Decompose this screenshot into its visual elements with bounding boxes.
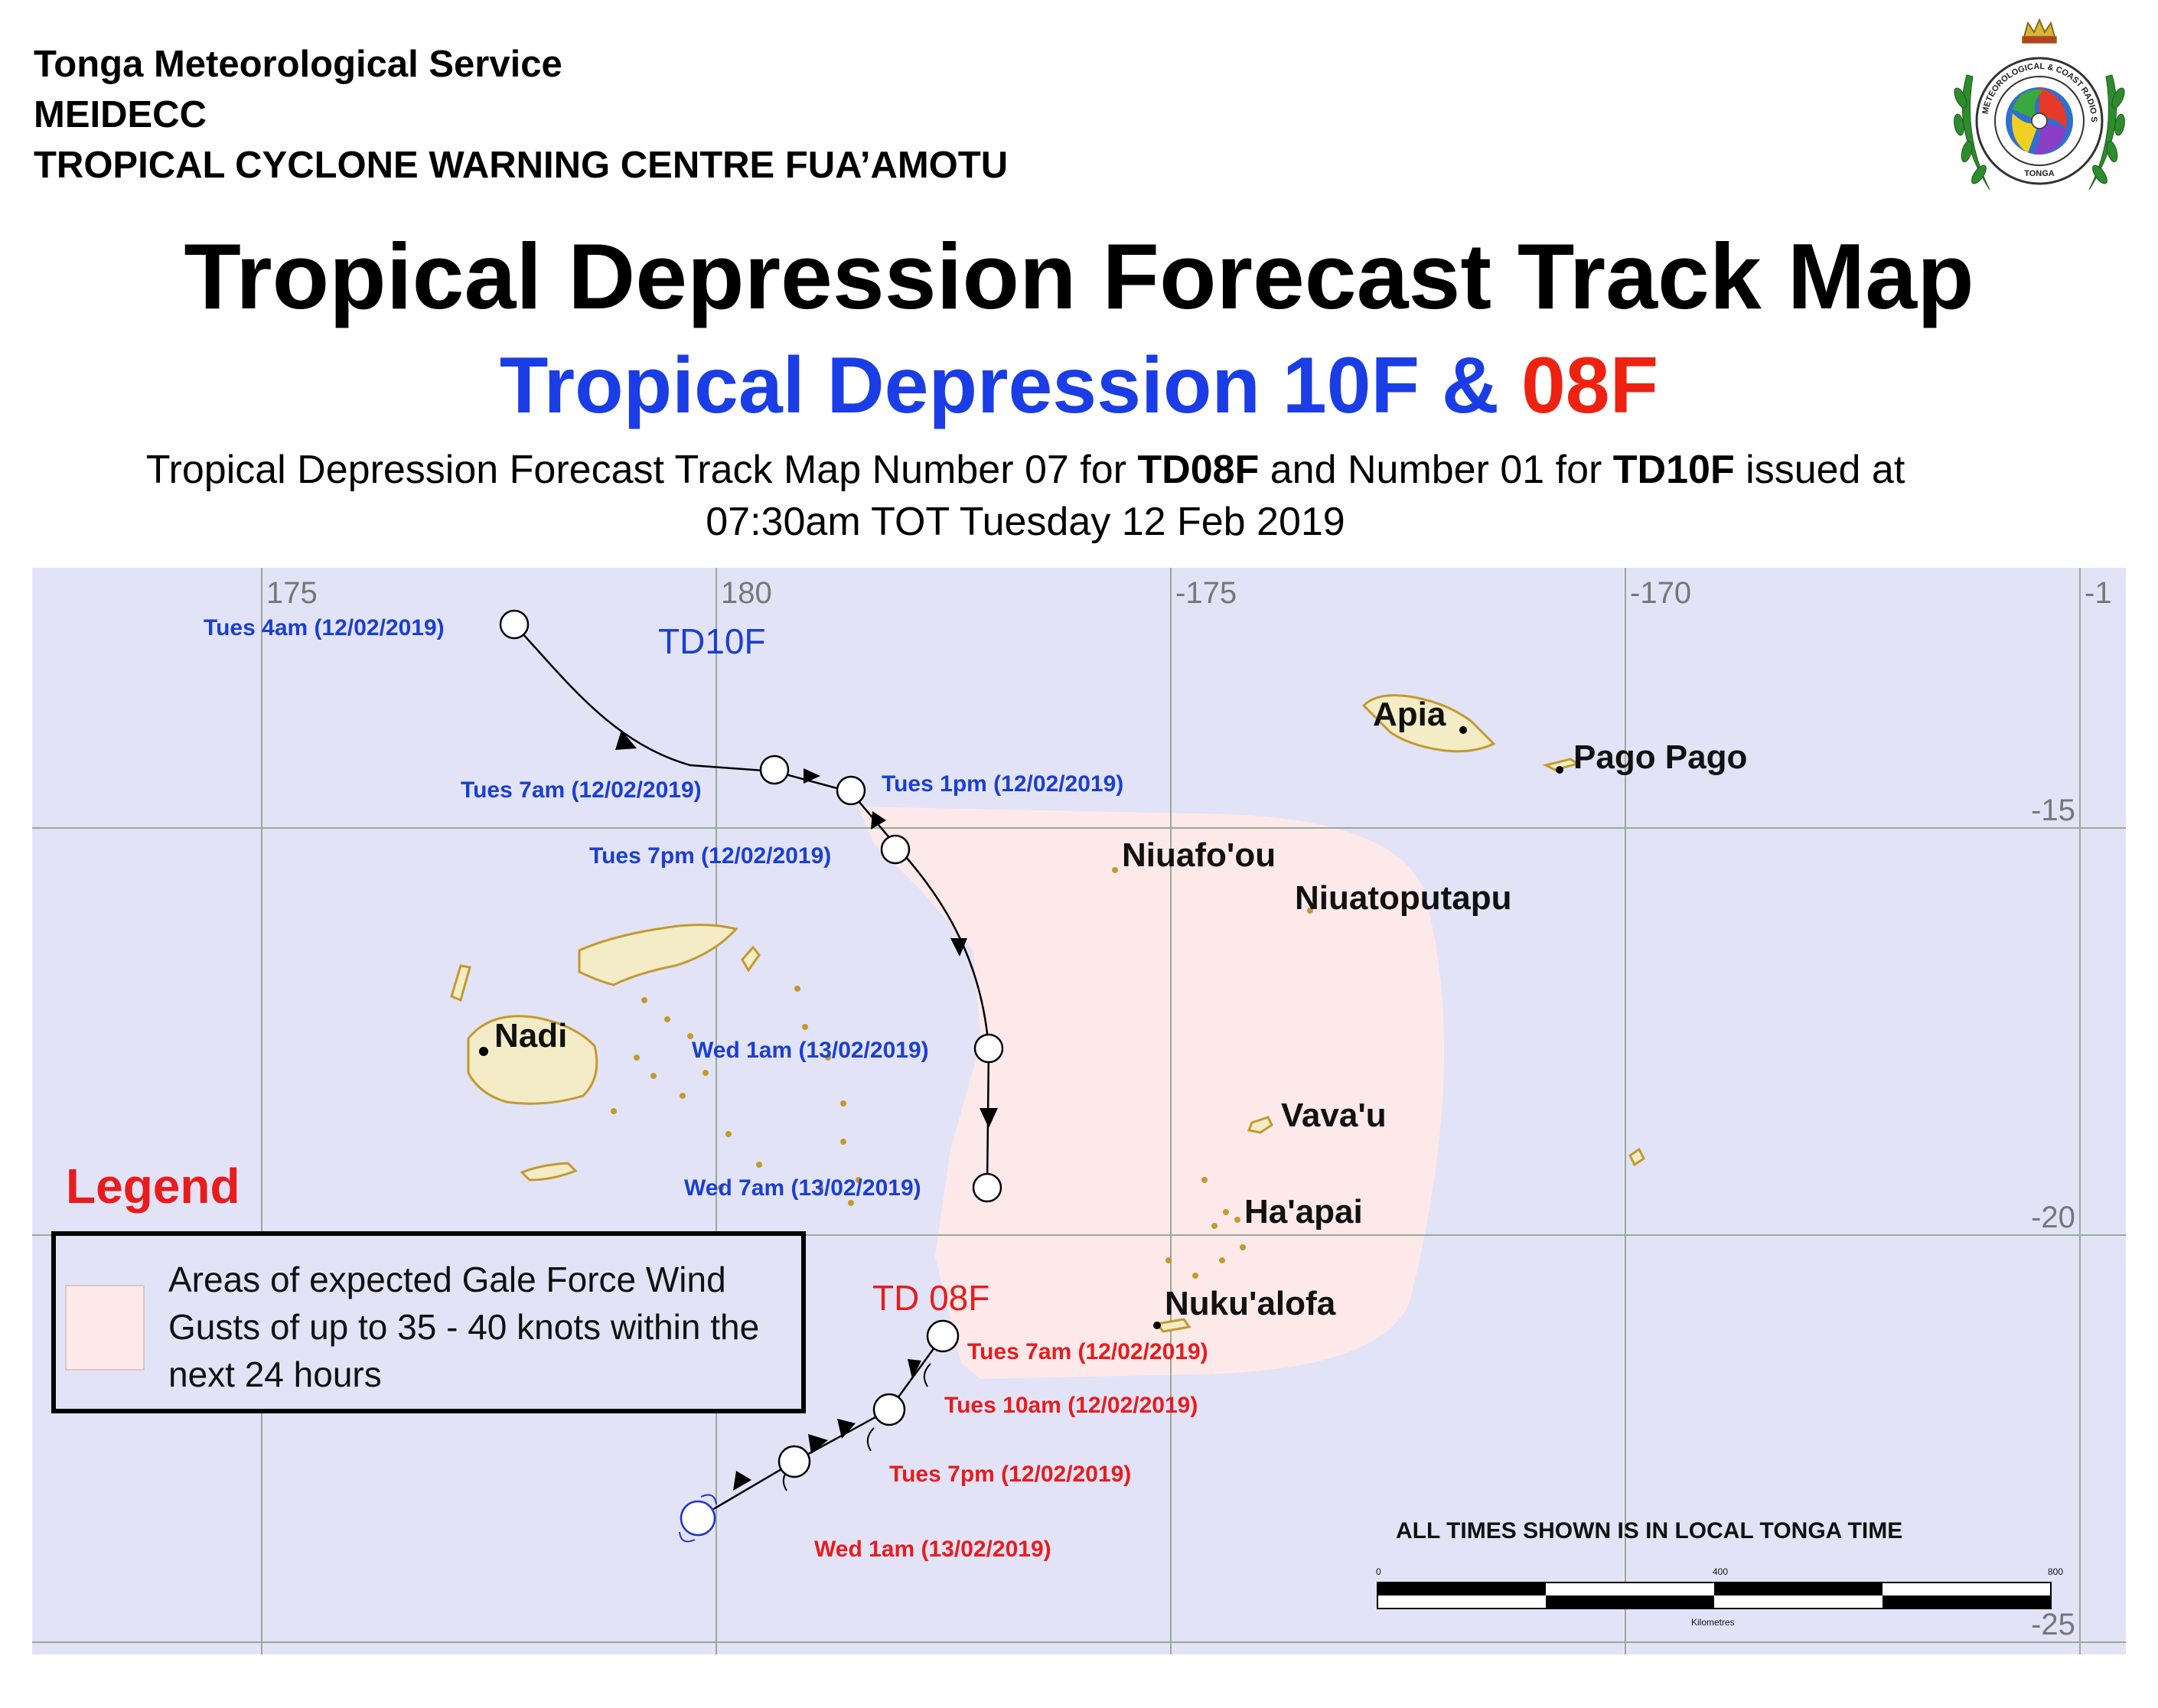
header-org-name: Tonga Meteorological Service	[34, 44, 562, 85]
td08f-point	[777, 1445, 811, 1478]
place-niuafoou: Niuafo'ou	[1122, 836, 1276, 874]
scale-label: 400	[1713, 1566, 1728, 1577]
lon-label: 175	[266, 576, 318, 610]
scale-label: 0	[1376, 1566, 1381, 1577]
td10f-time-label: Wed 1am (13/02/2019)	[692, 1038, 929, 1063]
lat-label: -25	[2031, 1608, 2075, 1641]
local-time-note: ALL TIMES SHOWN IS IN LOCAL TONGA TIME	[1396, 1518, 1902, 1543]
yasawa-islands	[450, 964, 471, 1002]
td10f-time-labels: Tues 4am (12/02/2019) Tues 7am (12/02/20…	[204, 615, 1123, 1201]
place-nukualofa: Nuku'alofa	[1165, 1285, 1336, 1322]
legend-swatch	[65, 1285, 145, 1371]
td10f-point	[759, 755, 790, 785]
td08f-time-label: Tues 7am (12/02/2019)	[967, 1339, 1208, 1364]
td10f-name: TD10F	[658, 621, 766, 661]
td08f-points	[777, 1319, 960, 1478]
legend-text-line: next 24 hours	[168, 1354, 382, 1394]
place-pago-pago: Pago Pago	[1573, 738, 1747, 776]
tonga-met-service-logo: METEOROLOGICAL & COAST RADIO SERVICES TO…	[1936, 14, 2125, 191]
td08f-arrows	[733, 1359, 921, 1491]
lon-label: -175	[1175, 576, 1237, 610]
td10f-points	[499, 609, 1004, 1203]
td08f-final-point	[679, 1494, 717, 1543]
page-title: Tropical Depression Forecast Track Map	[184, 224, 1974, 328]
td10f-time-label: Wed 7am (13/02/2019)	[684, 1175, 921, 1201]
lon-label: -170	[1630, 576, 1691, 610]
subtitle-td08-part: 08F	[1521, 341, 1659, 430]
issue-td08: TD08F	[1137, 448, 1260, 492]
viti-levu-island	[467, 1015, 598, 1105]
legend-text-line: Gusts of up to 35 - 40 knots within the	[168, 1307, 759, 1347]
legend-text-line: Areas of expected Gale Force Wind	[168, 1260, 726, 1299]
issue-datetime: 07:30am TOT Tuesday 12 Feb 2019	[706, 500, 1345, 544]
td10f-point	[499, 609, 530, 640]
cyclone-swirl-icon	[2006, 87, 2073, 155]
vava-u-island	[1247, 1116, 1273, 1134]
header-centre: TROPICAL CYCLONE WARNING CENTRE FUA’AMOT…	[34, 145, 1009, 186]
scale-bar: 0 400 800 Kilometres	[1376, 1566, 2063, 1628]
td10f-point	[973, 1033, 1004, 1064]
place-niuatoputapu: Niuatoputapu	[1295, 879, 1512, 917]
td10f-time-label: Tues 4am (12/02/2019)	[204, 615, 445, 640]
td10f-time-label: Tues 7am (12/02/2019)	[461, 777, 702, 803]
lon-label: 180	[721, 576, 772, 610]
issue-prefix: Tropical Depression Forecast Track Map N…	[145, 448, 1138, 492]
lat-label: -15	[2031, 794, 2075, 827]
td08f-point	[872, 1393, 906, 1426]
td08f-time-label: Wed 1am (13/02/2019)	[814, 1537, 1051, 1562]
tongatapu-island	[1155, 1318, 1191, 1333]
subtitle-td10-part: Tropical Depression 10F &	[499, 341, 1521, 430]
place-labels: Apia Pago Pago Niuafo'ou Niuatoputapu Na…	[479, 696, 1747, 1329]
issue-statement: Tropical Depression Forecast Track Map N…	[0, 450, 2051, 490]
td08f-time-label: Tues 10am (12/02/2019)	[944, 1393, 1198, 1418]
logo-bottom-text: TONGA	[2024, 169, 2055, 178]
place-haapai: Ha'apai	[1244, 1193, 1363, 1230]
place-apia: Apia	[1373, 696, 1446, 733]
kadavu-island	[520, 1162, 578, 1182]
niue-island	[1628, 1147, 1645, 1167]
laurel-wreath-icon	[1954, 74, 2125, 191]
page-subtitle: Tropical Depression 10F & 08F	[0, 346, 2158, 425]
scale-unit: Kilometres	[1691, 1617, 1735, 1628]
td10f-point	[972, 1172, 1002, 1203]
issue-middle: and Number 01 for	[1259, 448, 1613, 492]
place-vavau: Vava'u	[1281, 1097, 1387, 1134]
td10f-point	[836, 775, 866, 806]
grid-labels: 175 180 -175 -170 -1 -15 -20 -25	[266, 576, 2112, 1641]
forecast-track-map: 175 180 -175 -170 -1 -15 -20 -25 Apia Pa…	[32, 568, 2126, 1654]
td10f-time-label: Tues 7pm (12/02/2019)	[589, 843, 831, 869]
issue-td10: TD10F	[1612, 448, 1735, 492]
td08f-time-labels: Tues 7am (12/02/2019) Tues 10am (12/02/2…	[814, 1339, 1208, 1562]
td08f-point	[926, 1319, 960, 1353]
vanua-levu-island	[578, 923, 738, 986]
td08f-name: TD 08F	[872, 1278, 989, 1318]
crown-icon	[2022, 18, 2057, 44]
legend-title: Legend	[66, 1159, 240, 1214]
td10f-time-label: Tues 1pm (12/02/2019)	[882, 771, 1123, 797]
small-islands	[611, 867, 1313, 1279]
lat-label: -20	[2031, 1201, 2075, 1234]
place-nadi: Nadi	[494, 1017, 567, 1054]
td10f-point	[880, 834, 911, 865]
tutuila-island	[1542, 758, 1581, 771]
taveuni-island	[741, 945, 761, 973]
td10f-arrows	[615, 730, 998, 1128]
legend-box: Areas of expected Gale Force Wind Gusts …	[51, 1231, 806, 1413]
header-ministry: MEIDECC	[34, 94, 207, 135]
lon-label: -1	[2085, 576, 2112, 610]
landmasses	[450, 694, 1645, 1333]
scale-label: 800	[2048, 1566, 2063, 1577]
samoa-island	[1361, 694, 1496, 753]
td08f-time-label: Tues 7pm (12/02/2019)	[889, 1462, 1131, 1487]
issue-suffix: issued at	[1734, 448, 1905, 492]
